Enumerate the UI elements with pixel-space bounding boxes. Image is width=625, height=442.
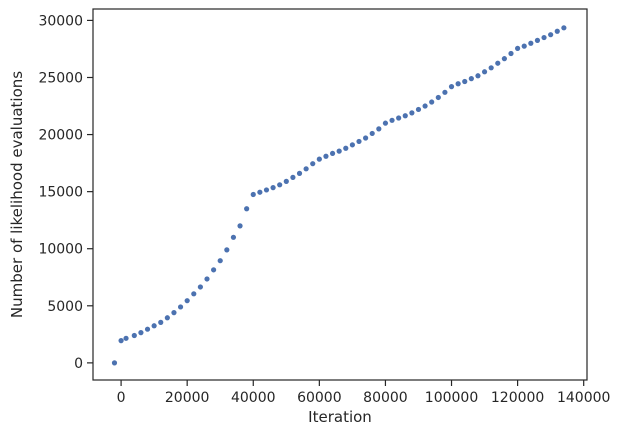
data-point (158, 319, 164, 325)
data-point (310, 161, 316, 167)
data-point (376, 126, 382, 132)
x-tick-label: 100000 (425, 390, 478, 406)
data-point (548, 32, 554, 38)
data-point (495, 60, 501, 66)
data-point (508, 50, 514, 57)
data-point (237, 223, 243, 229)
x-axis-ticks: 0 20000 40000 60000 80000 100000 120000 140000 (117, 380, 610, 406)
data-points (111, 25, 567, 366)
data-point (343, 145, 349, 151)
data-point (277, 182, 283, 188)
x-tick-label: 0 (117, 390, 126, 406)
data-point (429, 99, 435, 105)
data-point (442, 89, 448, 95)
data-point (224, 247, 230, 253)
data-point (217, 258, 223, 264)
data-point (303, 166, 309, 172)
x-tick-label: 80000 (363, 390, 408, 406)
data-point (184, 298, 190, 304)
data-point (204, 276, 210, 282)
data-point (561, 25, 567, 31)
data-point (270, 185, 276, 191)
data-point (151, 323, 157, 329)
data-point (211, 267, 217, 273)
data-point (488, 65, 494, 71)
data-point (171, 310, 177, 316)
data-point (534, 37, 541, 43)
data-point (402, 113, 408, 119)
data-point (356, 138, 362, 145)
data-point (369, 130, 375, 137)
x-tick-label: 140000 (557, 390, 610, 406)
data-point (349, 142, 355, 148)
data-point (250, 191, 256, 198)
data-point (528, 40, 534, 46)
y-tick-label: 5000 (47, 299, 83, 315)
data-point (389, 117, 395, 123)
data-point (244, 206, 250, 212)
data-point (396, 115, 402, 121)
y-tick-label: 10000 (38, 242, 83, 258)
data-point (191, 291, 197, 297)
data-point (329, 150, 336, 157)
data-point (435, 94, 441, 101)
data-point (363, 135, 369, 141)
data-point (283, 178, 289, 184)
data-point (468, 76, 474, 82)
data-point (336, 148, 342, 154)
y-tick-label: 15000 (38, 185, 83, 201)
data-point (111, 360, 118, 366)
data-point (323, 153, 329, 159)
y-tick-label: 25000 (38, 70, 83, 86)
data-point (409, 110, 415, 116)
y-tick-label: 20000 (38, 128, 83, 144)
data-point (296, 170, 303, 176)
x-axis-label: Iteration (308, 408, 372, 426)
data-point (290, 174, 296, 180)
data-point (475, 73, 481, 79)
data-point (118, 338, 124, 344)
y-tick-label: 0 (74, 356, 83, 372)
data-point (257, 189, 263, 195)
data-point (197, 284, 203, 290)
x-tick-label: 40000 (231, 390, 276, 406)
x-tick-label: 20000 (165, 390, 210, 406)
x-tick-label: 60000 (297, 390, 342, 406)
data-point (515, 45, 521, 51)
y-axis-ticks: 0 5000 10000 15000 20000 25000 30000 (38, 13, 93, 372)
data-point (501, 56, 507, 62)
x-tick-label: 120000 (491, 390, 544, 406)
data-point (138, 330, 144, 336)
data-point (164, 315, 170, 321)
data-point (455, 81, 461, 87)
data-point (521, 43, 527, 49)
y-axis-label: Number of likelihood evaluations (8, 71, 26, 318)
data-point (541, 34, 547, 41)
data-point (415, 106, 422, 113)
data-point (263, 187, 270, 193)
data-point (481, 69, 488, 75)
data-point (144, 326, 151, 332)
plot-frame (92, 8, 588, 381)
y-tick-label: 30000 (38, 13, 83, 29)
data-point (230, 234, 237, 240)
data-point (123, 335, 129, 341)
data-point (177, 304, 184, 310)
data-point (448, 84, 455, 90)
data-point (554, 28, 560, 34)
data-point (462, 78, 468, 85)
data-point (382, 120, 389, 126)
data-point (131, 332, 137, 339)
data-point (316, 156, 322, 162)
data-point (422, 103, 428, 109)
